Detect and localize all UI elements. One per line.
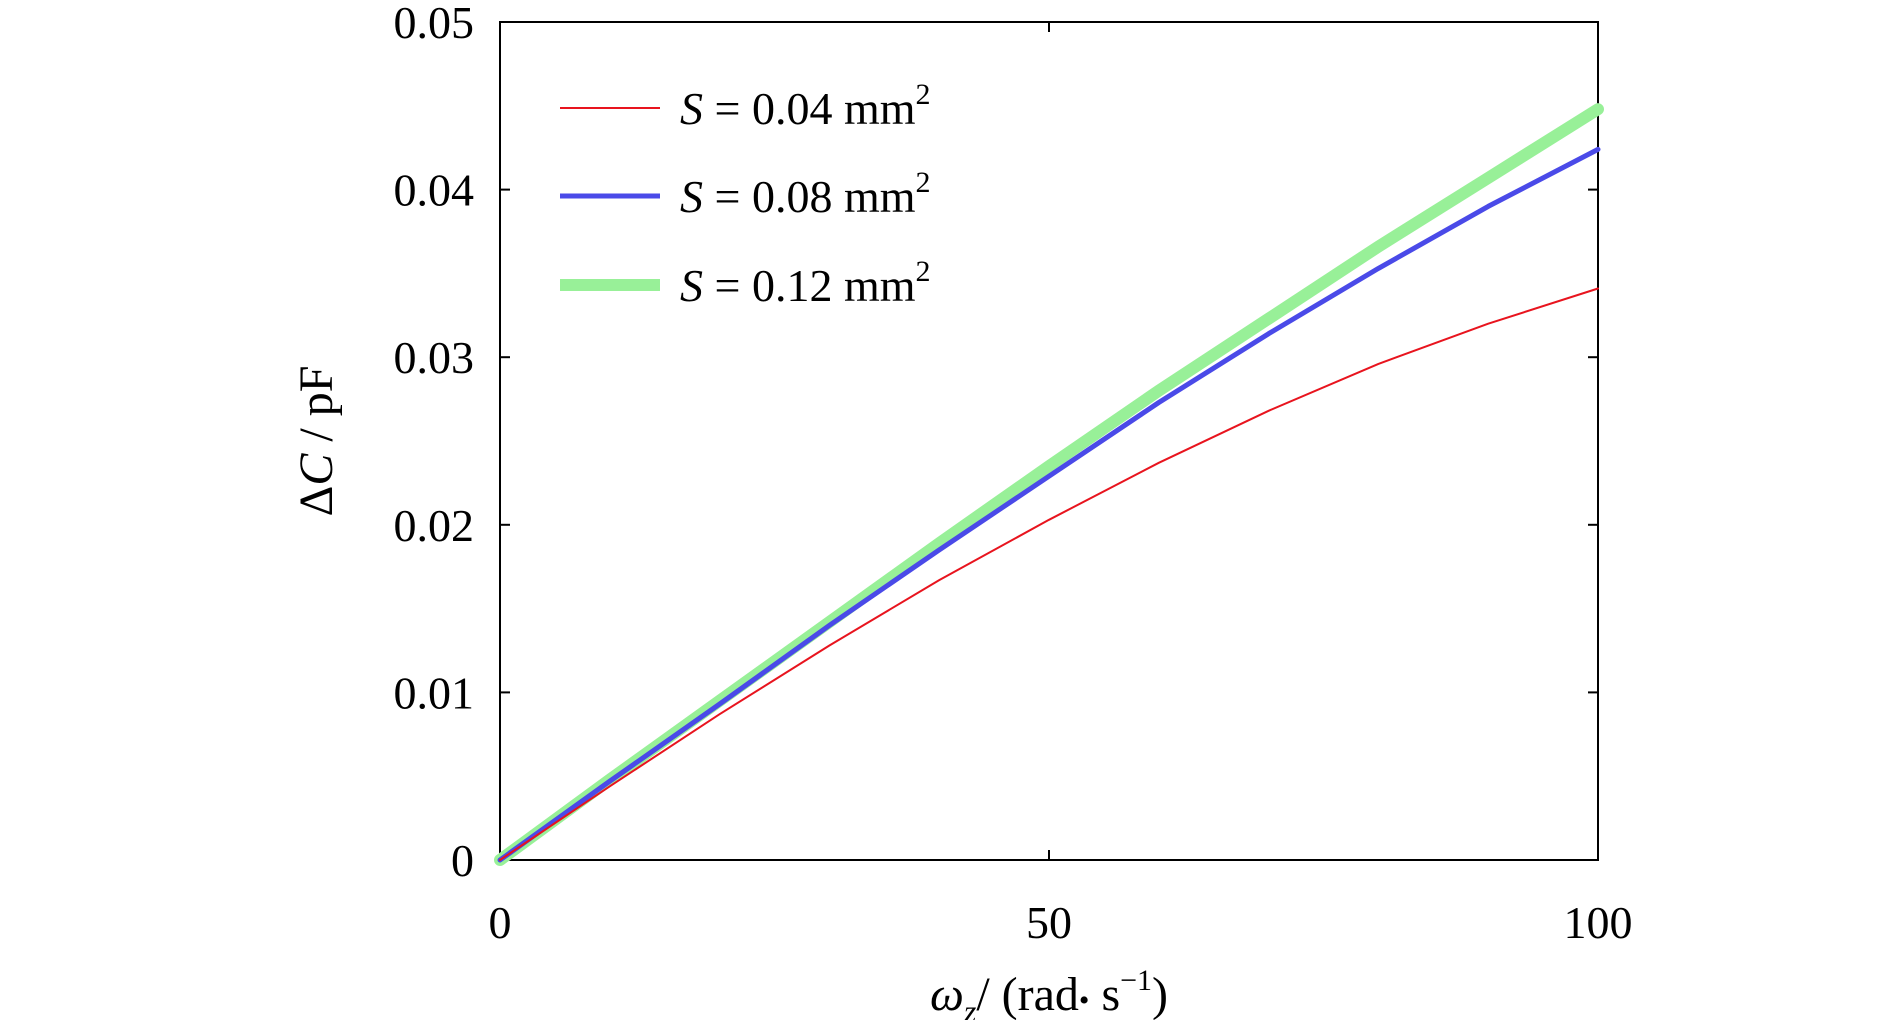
- x-tick-label: 0: [489, 897, 512, 948]
- y-axis-label-c: C: [290, 453, 343, 486]
- x-axis-label: ωz/ (rad• s−1): [930, 964, 1168, 1020]
- series-line-3: [494, 103, 1604, 866]
- y-axis-label: ΔC / pF: [290, 366, 343, 517]
- y-axis-label-delta: Δ: [290, 486, 343, 517]
- legend-label-exp: 2: [916, 166, 931, 199]
- legend-label-var: S: [680, 260, 703, 311]
- legend-label-exp: 2: [916, 255, 931, 288]
- legend-label-var: S: [680, 83, 703, 134]
- x-tick-label: 100: [1564, 897, 1633, 948]
- legend-label-var: S: [680, 171, 703, 222]
- series-line-2: [497, 146, 1601, 863]
- y-tick-label: 0.05: [394, 0, 475, 48]
- legend-label-value: = 0.04 mm: [703, 83, 916, 134]
- legend-label-1: S = 0.04 mm2: [680, 78, 931, 134]
- legend-label-2: S = 0.08 mm2: [680, 166, 931, 222]
- y-axis-label-rest: / pF: [290, 366, 343, 454]
- legend-label-value: = 0.08 mm: [703, 171, 916, 222]
- x-axis-label-rest: / (rad: [976, 968, 1079, 1020]
- series-line-1: [499, 287, 1599, 861]
- legend-label-exp: 2: [916, 78, 931, 111]
- y-tick-label: 0.03: [394, 332, 475, 383]
- x-axis-label-close: ): [1152, 968, 1168, 1020]
- ticks-group: 0 50 100 0 0.01 0.02 0.03 0.04 0.05: [394, 0, 1633, 948]
- legend-label-3: S = 0.12 mm2: [680, 255, 931, 311]
- x-axis-label-exp: −1: [1120, 964, 1152, 997]
- y-tick-label: 0.02: [394, 500, 475, 551]
- x-tick-label: 50: [1026, 897, 1072, 948]
- series-lines-group: [494, 103, 1604, 866]
- x-axis-label-dot: •: [1079, 984, 1090, 1017]
- x-axis-label-sub: z: [963, 993, 977, 1020]
- x-axis-label-s: s: [1089, 968, 1120, 1020]
- legend-label-value: = 0.12 mm: [703, 260, 916, 311]
- y-tick-label: 0.01: [394, 667, 475, 718]
- y-tick-label: 0: [451, 835, 474, 886]
- y-tick-label: 0.04: [394, 165, 475, 216]
- x-axis-label-omega: ω: [930, 968, 964, 1020]
